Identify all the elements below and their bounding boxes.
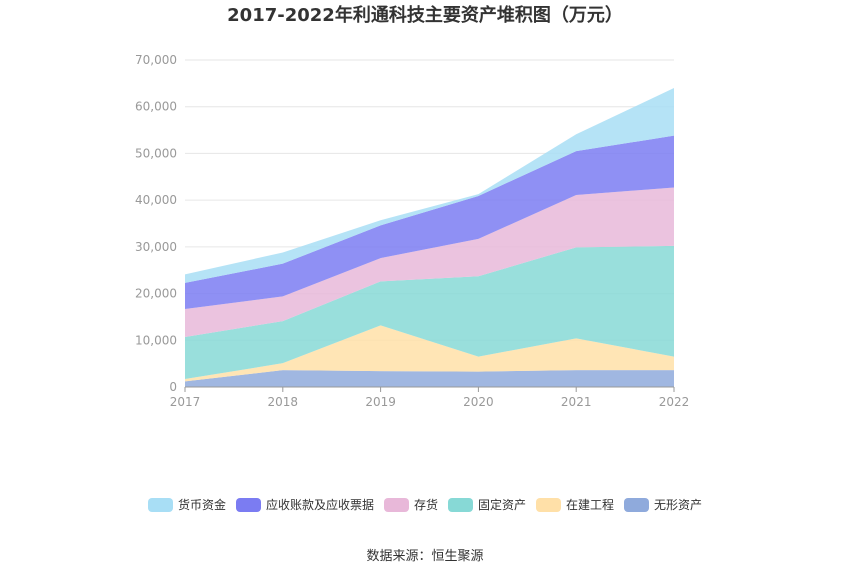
legend-label: 无形资产 [654, 498, 702, 512]
legend-item[interactable]: 货币资金 [148, 497, 226, 512]
legend-item[interactable]: 无形资产 [624, 498, 702, 512]
chart-title: 2017-2022年利通科技主要资产堆积图（万元） [227, 4, 623, 26]
legend: 货币资金 应收账款及应收票据 存货 固定资产 在建工程 无形资产 [148, 497, 702, 512]
y-tick-label: 50,000 [135, 146, 177, 160]
area-series [185, 88, 674, 387]
legend-swatch [148, 498, 173, 512]
axes: 0 10,000 20,000 30,000 40,000 50,000 60,000 70,… [135, 53, 689, 409]
y-tick-label: 70,000 [135, 53, 177, 67]
legend-swatch [448, 498, 473, 512]
y-tick-label: 10,000 [135, 333, 177, 347]
legend-item[interactable]: 固定资产 [448, 497, 526, 512]
legend-label: 货币资金 [178, 497, 226, 512]
area-series-0 [185, 370, 674, 387]
legend-swatch [536, 498, 561, 512]
y-tick-label: 60,000 [135, 100, 177, 114]
x-tick-label: 2019 [365, 395, 396, 409]
legend-swatch [236, 498, 261, 512]
x-tick-label: 2020 [463, 395, 494, 409]
legend-label: 应收账款及应收票据 [266, 497, 374, 512]
legend-item[interactable]: 在建工程 [536, 497, 614, 512]
data-source: 数据来源：恒生聚源 [366, 549, 483, 564]
area-series-2 [185, 245, 674, 380]
legend-label: 存货 [414, 497, 438, 512]
y-tick-label: 0 [169, 380, 177, 394]
legend-label: 固定资产 [478, 497, 526, 512]
legend-label: 在建工程 [566, 497, 614, 512]
legend-swatch [384, 498, 409, 512]
area-series-3 [185, 187, 674, 338]
area-series-4 [185, 135, 674, 309]
y-tick-label: 20,000 [135, 287, 177, 301]
y-tick-label: 40,000 [135, 193, 177, 207]
legend-item[interactable]: 存货 [384, 497, 438, 512]
x-tick-label: 2018 [268, 395, 299, 409]
x-tick-label: 2021 [561, 395, 592, 409]
legend-swatch [624, 498, 649, 512]
area-series-1 [185, 325, 674, 382]
legend-item[interactable]: 应收账款及应收票据 [236, 497, 374, 512]
y-tick-label: 30,000 [135, 240, 177, 254]
x-tick-label: 2022 [659, 395, 690, 409]
x-tick-label: 2017 [170, 395, 201, 409]
